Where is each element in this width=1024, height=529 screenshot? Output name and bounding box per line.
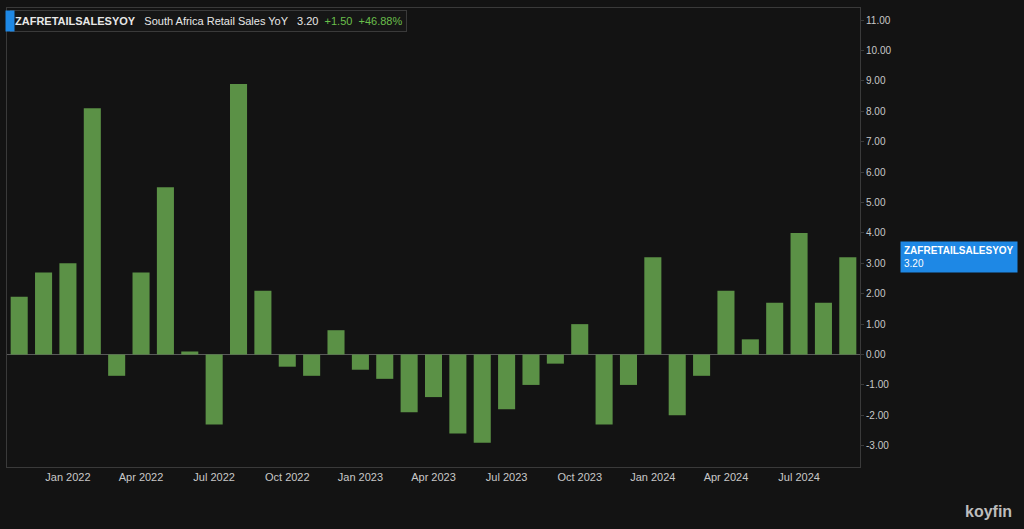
svg-text:7.00: 7.00 <box>866 136 886 147</box>
svg-text:-3.00: -3.00 <box>866 440 889 451</box>
svg-text:Jul 2023: Jul 2023 <box>486 471 528 483</box>
svg-text:10.00: 10.00 <box>866 45 891 56</box>
svg-text:Jan 2023: Jan 2023 <box>338 471 383 483</box>
svg-text:Oct 2023: Oct 2023 <box>557 471 602 483</box>
svg-text:ZAFRETAILSALESYOY South Afri: ZAFRETAILSALESYOY South Africa Retail Sa… <box>15 15 402 27</box>
svg-text:Jan 2024: Jan 2024 <box>630 471 675 483</box>
svg-text:Oct 2022: Oct 2022 <box>265 471 310 483</box>
svg-text:4.00: 4.00 <box>866 227 886 238</box>
svg-text:ZAFRETAILSALESYOY3.20: ZAFRETAILSALESYOY3.20 <box>904 245 1014 269</box>
svg-text:6.00: 6.00 <box>866 167 886 178</box>
svg-text:koyfin: koyfin <box>965 503 1012 520</box>
svg-text:5.00: 5.00 <box>866 197 886 208</box>
svg-text:-1.00: -1.00 <box>866 379 889 390</box>
svg-text:Jul 2022: Jul 2022 <box>193 471 235 483</box>
svg-text:Apr 2023: Apr 2023 <box>411 471 456 483</box>
svg-text:8.00: 8.00 <box>866 106 886 117</box>
svg-text:11.00: 11.00 <box>866 15 891 26</box>
svg-text:3.00: 3.00 <box>866 258 886 269</box>
svg-text:1.00: 1.00 <box>866 319 886 330</box>
svg-text:0.00: 0.00 <box>866 349 886 360</box>
svg-text:9.00: 9.00 <box>866 75 886 86</box>
svg-text:Apr 2022: Apr 2022 <box>119 471 164 483</box>
svg-text:Apr 2024: Apr 2024 <box>704 471 749 483</box>
svg-text:Jan 2022: Jan 2022 <box>45 471 90 483</box>
svg-text:​: ​ <box>10 15 11 27</box>
svg-text:Jul 2024: Jul 2024 <box>778 471 820 483</box>
svg-text:-2.00: -2.00 <box>866 410 889 421</box>
svg-text:2.00: 2.00 <box>866 288 886 299</box>
